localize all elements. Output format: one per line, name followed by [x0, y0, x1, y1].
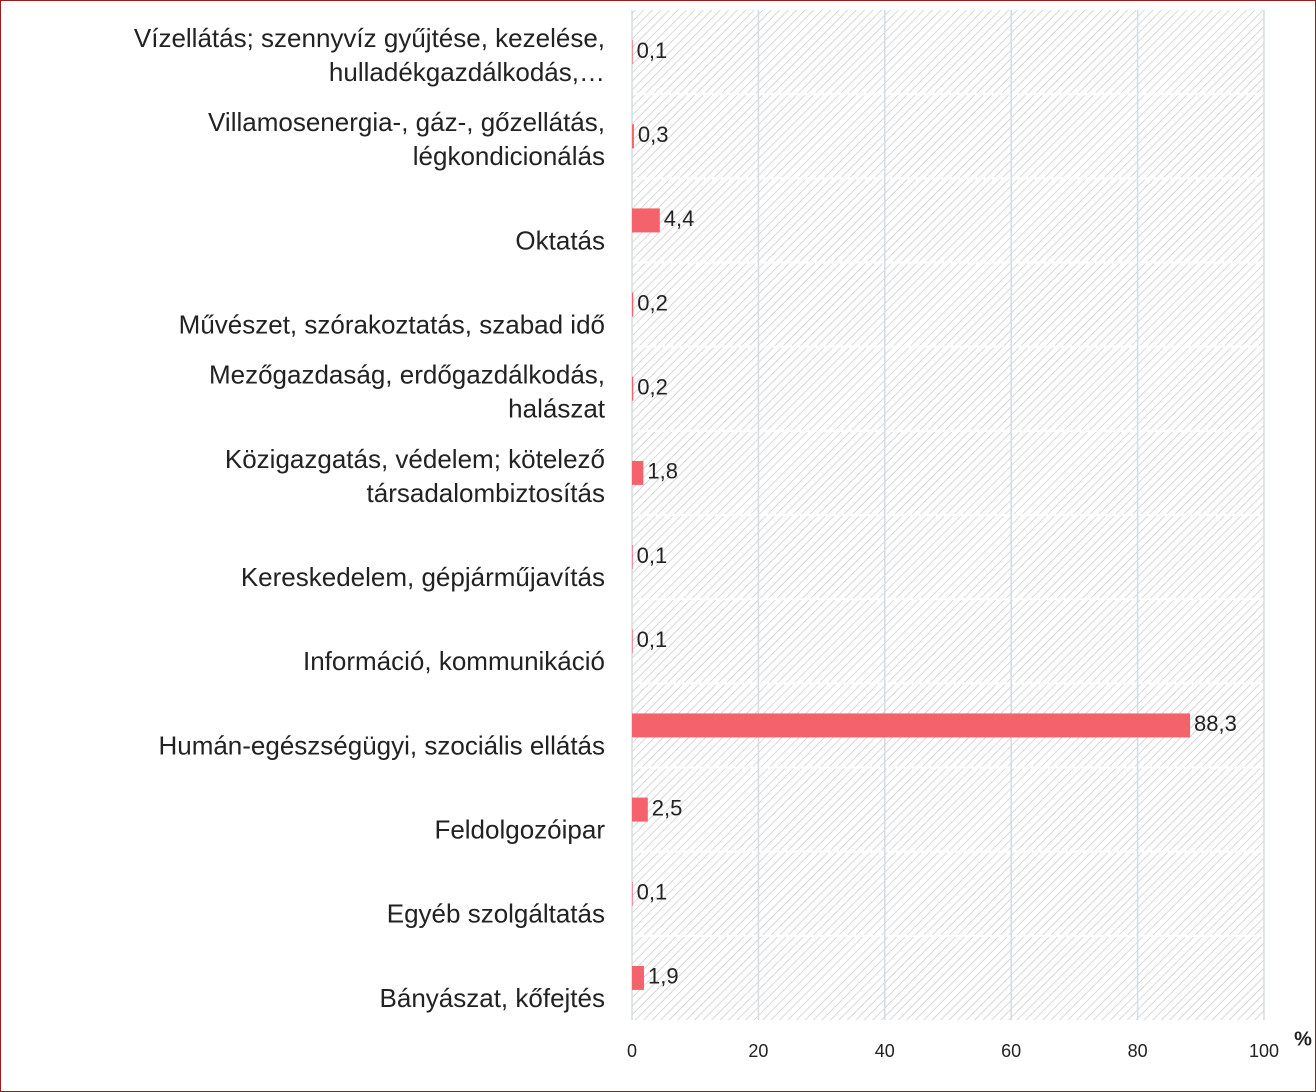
x-tick-label: 80	[1128, 1041, 1148, 1061]
y-tick-label: halászat	[508, 394, 606, 424]
data-label: 0,1	[637, 543, 668, 568]
x-tick-label: 20	[748, 1041, 768, 1061]
data-label: 88,3	[1194, 711, 1237, 736]
y-tick-label: Művészet, szórakoztatás, szabad idő	[179, 309, 605, 339]
x-axis-label: %	[1294, 1028, 1312, 1050]
y-tick-label: légkondicionálás	[413, 141, 605, 171]
y-tick-label: Információ, kommunikáció	[303, 646, 605, 676]
bar	[632, 460, 644, 485]
bar	[632, 545, 633, 570]
data-label: 0,2	[637, 375, 668, 400]
data-label: 1,9	[648, 964, 679, 989]
data-label: 0,2	[637, 290, 668, 315]
bar	[632, 713, 1191, 738]
y-tick-label: Villamosenergia-, gáz-, gőzellátás,	[208, 107, 605, 137]
data-label: 1,8	[647, 459, 678, 484]
y-tick-label: hulladékgazdálkodás,…	[329, 57, 605, 87]
data-label: 0,3	[638, 122, 669, 147]
bar	[632, 965, 645, 990]
x-tick-label: 40	[875, 1041, 895, 1061]
bar	[632, 881, 633, 906]
y-tick-label: Mezőgazdaság, erdőgazdálkodás,	[209, 360, 605, 390]
data-label: 4,4	[664, 206, 695, 231]
data-label: 0,1	[637, 38, 668, 63]
y-tick-label: Egyéb szolgáltatás	[387, 899, 605, 929]
x-tick-label: 0	[627, 1041, 637, 1061]
bar	[632, 629, 633, 654]
bar	[632, 124, 634, 149]
bar	[632, 208, 660, 233]
y-tick-label: társadalombiztosítás	[367, 478, 605, 508]
data-label: 0,1	[637, 627, 668, 652]
y-tick-label: Kereskedelem, gépjárműjavítás	[241, 562, 605, 592]
y-tick-label: Feldolgozóipar	[434, 814, 605, 844]
y-tick-label: Oktatás	[515, 225, 605, 255]
bar	[632, 40, 633, 65]
data-label: 0,1	[637, 880, 668, 905]
x-tick-label: 60	[1001, 1041, 1021, 1061]
bar	[632, 292, 634, 317]
y-tick-label: Bányászat, kőfejtés	[380, 983, 605, 1013]
y-tick-label: Humán-egészségügyi, szociális ellátás	[158, 730, 605, 760]
bar	[632, 376, 634, 401]
data-label: 2,5	[652, 795, 683, 820]
x-tick-label: 100	[1249, 1041, 1279, 1061]
bar	[632, 797, 648, 822]
y-tick-label: Vízellátás; szennyvíz gyűjtése, kezelése…	[134, 23, 605, 53]
y-tick-label: Közigazgatás, védelem; kötelező	[225, 444, 605, 474]
